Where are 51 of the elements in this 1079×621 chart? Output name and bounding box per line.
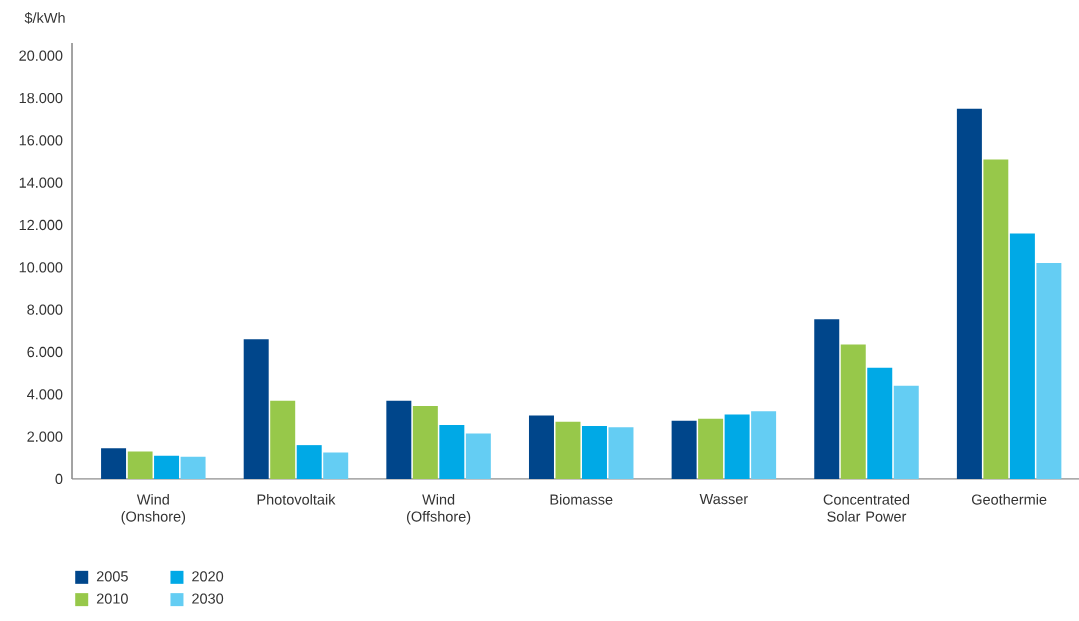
x-tick-label: Wind (Onshore)	[121, 494, 186, 525]
bar	[671, 420, 697, 479]
x-tick-label: Concentrated Solar Power	[823, 494, 910, 522]
legend-label: 2010	[96, 593, 128, 604]
legend-label: 2005	[96, 571, 128, 582]
bar	[555, 421, 581, 479]
bar	[243, 339, 269, 479]
y-tick-label: 16.000	[19, 135, 63, 146]
y-tick-label: 20.000	[19, 50, 63, 61]
bar	[412, 405, 438, 479]
bar	[983, 159, 1009, 479]
y-axis-title: $/kWh	[24, 12, 65, 24]
bar	[724, 414, 750, 479]
bar	[386, 400, 412, 479]
bar	[867, 367, 893, 479]
bar	[528, 415, 554, 479]
bar	[608, 427, 634, 479]
x-tick-label: Photovoltaik	[257, 494, 336, 505]
bar	[1036, 263, 1062, 479]
bar	[581, 426, 607, 479]
y-tick-label: 12.000	[19, 219, 63, 231]
bar	[127, 451, 153, 479]
y-tick-label: 6.000	[27, 346, 63, 358]
legend-label: 2030	[192, 593, 224, 604]
bar	[296, 445, 322, 479]
bar	[439, 425, 465, 479]
y-tick-label: 10.000	[19, 262, 63, 273]
bar	[154, 455, 180, 479]
bar	[956, 108, 982, 479]
y-tick-label: 8.000	[27, 304, 63, 315]
bar	[840, 344, 866, 479]
x-tick-label: Wind (Offshore)	[406, 494, 471, 525]
y-tick-label: 14.000	[19, 177, 63, 188]
bar	[465, 433, 491, 479]
bar	[814, 319, 840, 479]
bar	[323, 452, 349, 479]
y-tick-label: 2.000	[27, 431, 63, 442]
bar	[698, 418, 724, 479]
legend-label: 2020	[192, 571, 224, 582]
bar	[180, 456, 206, 479]
y-tick-label: 18.000	[19, 92, 63, 104]
bar	[1009, 233, 1035, 479]
y-tick-label: 0	[55, 473, 63, 485]
bar	[893, 385, 919, 479]
x-tick-label: Wasser	[699, 494, 748, 505]
x-tick-label: Biomasse	[550, 494, 613, 505]
y-tick-label: 4.000	[27, 389, 63, 400]
bar	[101, 448, 127, 479]
x-tick-label: Geothermie	[972, 494, 1047, 505]
bar	[270, 400, 296, 479]
bar	[751, 411, 777, 479]
